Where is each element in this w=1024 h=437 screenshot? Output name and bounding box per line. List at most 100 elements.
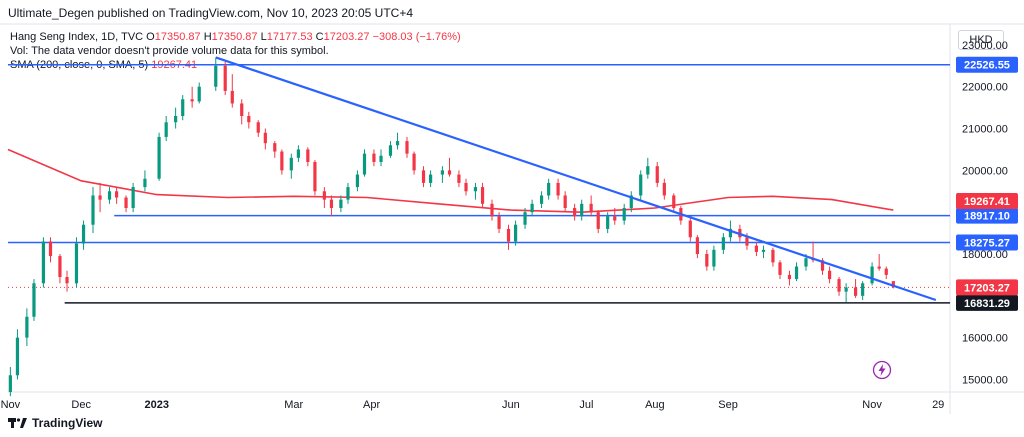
candle-body [296, 149, 300, 158]
candle-body [662, 182, 666, 196]
candle-body [48, 241, 53, 257]
candle-body [827, 270, 832, 280]
chart-legend: Hang Seng Index, 1D, TVC O17350.87 H1735… [10, 30, 461, 72]
candle-body [490, 203, 494, 217]
downtrend-line[interactable] [215, 56, 937, 302]
candle-body [464, 182, 468, 192]
candle-body [844, 287, 848, 292]
candle-body [131, 187, 135, 208]
logo-text: TradingView [32, 416, 103, 430]
candle-body [247, 116, 251, 123]
x-tick-label: Apr [363, 399, 380, 411]
candle-body [761, 249, 766, 252]
close-label: C [315, 31, 324, 43]
candle-body [745, 237, 749, 246]
lightning-icon[interactable] [872, 360, 892, 380]
currency-button[interactable]: HKD [958, 30, 1004, 50]
legend-ohlc-row: Hang Seng Index, 1D, TVC O17350.87 H1735… [10, 30, 461, 44]
candle-body [539, 195, 544, 204]
candle-body [263, 132, 267, 144]
candle-body [820, 260, 825, 271]
level-price-label-bg [956, 234, 1018, 251]
x-tick-label: Jul [579, 399, 593, 411]
x-tick-label: 29 [932, 399, 944, 411]
candle-body [613, 216, 617, 221]
open-value: 17350.87 [154, 31, 201, 43]
candle-body [473, 187, 478, 192]
tradingview-logo-icon [8, 418, 27, 428]
candle-body [705, 254, 709, 267]
tradingview-logo[interactable]: TradingView [8, 416, 102, 430]
y-tick-label: 16000.00 [962, 333, 1008, 345]
candle-body [322, 191, 326, 200]
x-tick-label: Nov [1, 399, 21, 411]
candle-body [837, 279, 841, 292]
candle-body [214, 65, 218, 87]
candle-body [506, 228, 511, 242]
candle-body [523, 212, 527, 225]
level-price-label: 22526.55 [964, 60, 1010, 72]
candle-body [655, 166, 659, 183]
high-label: H [203, 31, 212, 43]
candle-body [98, 195, 102, 200]
candle-body [794, 266, 799, 280]
level-price-label-bg [956, 207, 1018, 224]
candle-body [289, 157, 293, 171]
candle-body [629, 195, 633, 208]
low-label: L [260, 31, 267, 43]
candle-body [74, 243, 79, 284]
candle-body [639, 174, 643, 196]
candle-body [115, 191, 119, 198]
last-price-label: 17203.27 [964, 282, 1010, 294]
sma-200-line [7, 148, 894, 214]
candle-body [804, 258, 808, 267]
candle-body [197, 86, 201, 102]
candle-body [884, 268, 888, 275]
level-price-label: 18275.27 [964, 237, 1010, 249]
candle-body [181, 99, 185, 116]
high-value: 17350.87 [211, 31, 258, 43]
candle-body [596, 212, 600, 229]
candle-body [606, 216, 610, 229]
candle-body [355, 174, 360, 188]
y-tick-label: 23000.00 [962, 40, 1008, 52]
candle-body [273, 143, 277, 152]
y-tick-label: 21000.00 [962, 124, 1008, 136]
x-tick-label: Aug [645, 399, 665, 411]
candle-body [395, 141, 400, 146]
candle-body [65, 277, 69, 284]
candle-body [787, 274, 792, 280]
change-value: −308.03 (−1.76%) [372, 31, 461, 43]
level-price-label: 16831.29 [964, 298, 1010, 310]
candle-body [870, 266, 874, 284]
candle-body [25, 316, 29, 338]
x-tick-label: Jun [502, 399, 520, 411]
candle-body [497, 216, 501, 229]
candle-body [81, 224, 86, 244]
candle-body [107, 191, 112, 200]
candle-body [530, 203, 534, 213]
candle-body [32, 283, 36, 317]
candle-body [891, 281, 895, 288]
candle-body [754, 245, 759, 252]
candle-body [230, 90, 234, 104]
candle-body [143, 178, 147, 188]
level-price-label: 18917.10 [964, 211, 1010, 223]
sma-price-label-bg [956, 192, 1018, 209]
candle-body [313, 162, 317, 192]
y-tick-label: 18000.00 [962, 249, 1008, 261]
level-price-label-bg [956, 56, 1018, 73]
x-tick-label: Mar [284, 399, 303, 411]
candle-body [256, 122, 260, 133]
candle-body [440, 170, 445, 175]
x-tick-label: Nov [862, 399, 882, 411]
candle-body [388, 145, 393, 156]
candle-body [421, 170, 426, 183]
candle-body [771, 249, 775, 263]
candle-body [480, 187, 485, 204]
sma-price-label: 19267.41 [964, 196, 1010, 208]
candle-body [91, 195, 95, 225]
candle-body [573, 208, 577, 217]
symbol-label: Hang Seng Index, 1D, TVC [10, 31, 144, 43]
